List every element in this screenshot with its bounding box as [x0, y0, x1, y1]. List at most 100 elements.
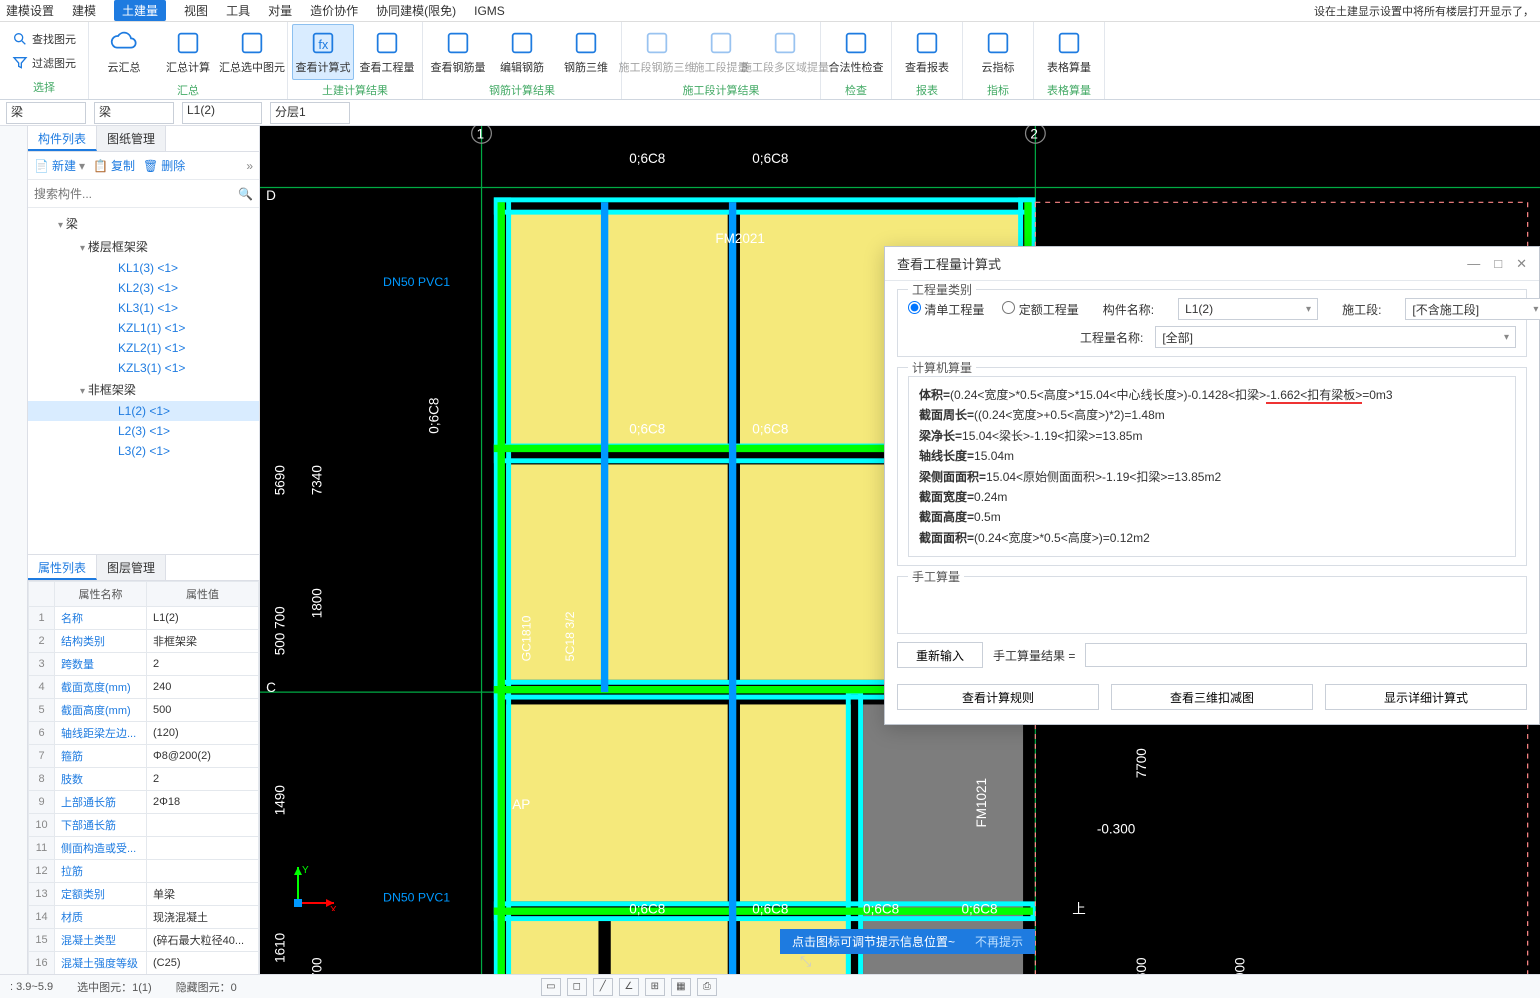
menu-item[interactable]: 造价协作	[310, 2, 358, 19]
tree-node[interactable]: KZL2(1) <1>	[28, 338, 259, 358]
tool-icon[interactable]: ▦	[671, 978, 691, 996]
comp-name-select[interactable]: L1(2)	[1178, 298, 1318, 320]
prop-value[interactable]: 2Φ18	[147, 791, 259, 814]
ribbon-cloud-button[interactable]: 云汇总	[93, 24, 155, 80]
prop-value[interactable]: 单梁	[147, 883, 259, 906]
tooltip-dismiss[interactable]: 不再提示	[975, 933, 1023, 950]
prop-value[interactable]: (C25)	[147, 952, 259, 975]
tool-icon[interactable]: ▭	[541, 978, 561, 996]
prop-value[interactable]: 现浇混凝土	[147, 906, 259, 929]
ribbon-quantity-button[interactable]: 查看工程量	[356, 24, 418, 80]
menu-item[interactable]: 建模设置	[6, 2, 54, 19]
prop-value[interactable]: (碎石最大粒径40...	[147, 929, 259, 952]
canvas-tooltip[interactable]: 点击图标可调节提示信息位置~ 不再提示	[780, 929, 1035, 954]
dialog-titlebar[interactable]: 查看工程量计算式 — □ ✕	[885, 247, 1539, 281]
prop-value[interactable]: 2	[147, 768, 259, 791]
prop-value[interactable]: 240	[147, 676, 259, 699]
minimize-icon[interactable]: —	[1467, 256, 1480, 272]
subcategory-select[interactable]: 梁	[94, 102, 174, 124]
ribbon-report-button[interactable]: 查看报表	[896, 24, 958, 80]
ribbon-table-button[interactable]: 表格算量	[1038, 24, 1100, 80]
property-row[interactable]: 13定额类别单梁	[29, 883, 259, 906]
ribbon-rebar-button[interactable]: 查看钢筋量	[427, 24, 489, 80]
menu-item[interactable]: 建模	[72, 2, 96, 19]
prop-value[interactable]	[147, 814, 259, 837]
find-element-button[interactable]: 查找图元	[6, 28, 82, 50]
property-row[interactable]: 6轴线距梁左边...(120)	[29, 722, 259, 745]
property-row[interactable]: 4截面宽度(mm)240	[29, 676, 259, 699]
view-rules-button[interactable]: 查看计算规则	[897, 684, 1099, 710]
menu-item[interactable]: 工具	[226, 2, 250, 19]
category-select[interactable]: 梁	[6, 102, 86, 124]
property-row[interactable]: 3跨数量2	[29, 653, 259, 676]
tree-node[interactable]: L2(3) <1>	[28, 421, 259, 441]
prop-value[interactable]: 非框架梁	[147, 630, 259, 653]
prop-value[interactable]: 2	[147, 653, 259, 676]
property-row[interactable]: 11侧面构造或受...	[29, 837, 259, 860]
prop-value[interactable]: L1(2)	[147, 607, 259, 630]
view-3d-deduct-button[interactable]: 查看三维扣减图	[1111, 684, 1313, 710]
tab-properties[interactable]: 属性列表	[28, 555, 97, 580]
property-row[interactable]: 12拉筋	[29, 860, 259, 883]
ribbon-legal-button[interactable]: 合法性检查	[825, 24, 887, 80]
show-detail-button[interactable]: 显示详细计算式	[1325, 684, 1527, 710]
compress-icon[interactable]: ⤡	[800, 953, 811, 970]
prop-value[interactable]: 500	[147, 699, 259, 722]
menu-item[interactable]: 视图	[184, 2, 208, 19]
radio-de[interactable]: 定额工程量	[1002, 301, 1078, 318]
property-row[interactable]: 15混凝土类型(碎石最大粒径40...	[29, 929, 259, 952]
phase-select[interactable]: [不含施工段]	[1405, 298, 1540, 320]
maximize-icon[interactable]: □	[1494, 256, 1502, 272]
ribbon-cloud-sum-button[interactable]: 汇总计算	[157, 24, 219, 80]
tree-node[interactable]: 梁	[28, 212, 259, 235]
prop-value[interactable]: (120)	[147, 722, 259, 745]
menu-item[interactable]: 对量	[268, 2, 292, 19]
ribbon-edit-rebar-button[interactable]: 编辑钢筋	[491, 24, 553, 80]
property-row[interactable]: 9上部通长筋2Φ18	[29, 791, 259, 814]
search-icon[interactable]: 🔍	[238, 187, 253, 201]
layer-select[interactable]: 分层1	[270, 102, 350, 124]
radio-qd[interactable]: 清单工程量	[908, 301, 984, 318]
tree-node[interactable]: 楼层框架梁	[28, 235, 259, 258]
tree-node[interactable]: KZL3(1) <1>	[28, 358, 259, 378]
tab-layers[interactable]: 图层管理	[97, 555, 166, 580]
search-input[interactable]	[34, 187, 238, 201]
property-row[interactable]: 16混凝土强度等级(C25)	[29, 952, 259, 975]
qty-name-select[interactable]: [全部]	[1155, 326, 1516, 348]
property-row[interactable]: 10下部通长筋	[29, 814, 259, 837]
menu-item-active[interactable]: 土建量	[114, 0, 166, 21]
tree-node[interactable]: KL3(1) <1>	[28, 298, 259, 318]
more-icon[interactable]: »	[246, 159, 253, 173]
tool-icon[interactable]: ◻	[567, 978, 587, 996]
reenter-button[interactable]: 重新输入	[897, 642, 983, 668]
menu-item[interactable]: 协同建模(限免)	[376, 2, 456, 19]
prop-value[interactable]: Φ8@200(2)	[147, 745, 259, 768]
tab-drawing-manage[interactable]: 图纸管理	[97, 126, 166, 151]
property-row[interactable]: 2结构类别非框架梁	[29, 630, 259, 653]
close-icon[interactable]: ✕	[1516, 256, 1527, 272]
filter-element-button[interactable]: 过滤图元	[6, 52, 82, 74]
property-row[interactable]: 7箍筋Φ8@200(2)	[29, 745, 259, 768]
tree-node[interactable]: L1(2) <1>	[28, 401, 259, 421]
new-button[interactable]: 📄新建▾	[34, 157, 85, 174]
prop-value[interactable]	[147, 837, 259, 860]
tool-icon[interactable]: ∠	[619, 978, 639, 996]
ribbon-cloud-sel-button[interactable]: 汇总选中图元	[221, 24, 283, 80]
delete-button[interactable]: 🗑删除	[143, 157, 185, 174]
tree-node[interactable]: KL2(3) <1>	[28, 278, 259, 298]
cad-canvas[interactable]: 0;6C8 0;6C8 FM2021 D C 7340 5690 1800 50…	[260, 126, 1540, 974]
tree-node[interactable]: L3(2) <1>	[28, 441, 259, 461]
tab-component-list[interactable]: 构件列表	[28, 126, 97, 151]
property-row[interactable]: 5截面高度(mm)500	[29, 699, 259, 722]
tool-icon[interactable]: ╱	[593, 978, 613, 996]
ribbon-cloud-idx-button[interactable]: 云指标	[967, 24, 1029, 80]
tool-icon[interactable]: ⎙	[697, 978, 717, 996]
property-row[interactable]: 8肢数2	[29, 768, 259, 791]
tree-node[interactable]: 非框架梁	[28, 378, 259, 401]
property-row[interactable]: 14材质现浇混凝土	[29, 906, 259, 929]
ribbon-formula-button[interactable]: fx查看计算式	[292, 24, 354, 80]
manual-result-input[interactable]	[1085, 643, 1527, 667]
component-select[interactable]: L1(2)	[182, 102, 262, 124]
tree-node[interactable]: KZL1(1) <1>	[28, 318, 259, 338]
menu-item[interactable]: IGMS	[474, 4, 505, 18]
